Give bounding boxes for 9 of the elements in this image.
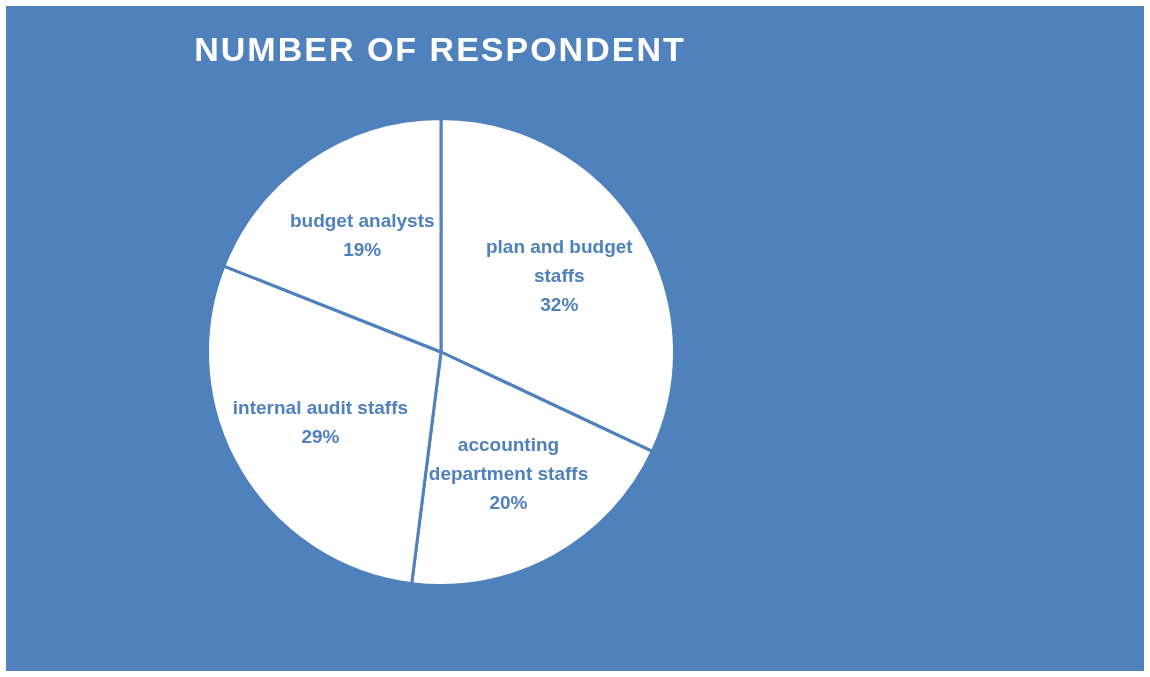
- data-label: 32%: [540, 294, 579, 316]
- data-label: 19%: [343, 238, 382, 260]
- slice-label: internal audit staffs: [232, 397, 409, 419]
- slice-label: plan and budget staffs: [485, 236, 634, 287]
- data-label: 20%: [489, 492, 528, 513]
- slice-label: accounting department staffs: [428, 434, 589, 484]
- slice-label: budget analysts: [289, 209, 435, 231]
- data-label: 29%: [301, 426, 340, 448]
- chart-title: NUMBER OF RESPONDENT: [193, 30, 687, 69]
